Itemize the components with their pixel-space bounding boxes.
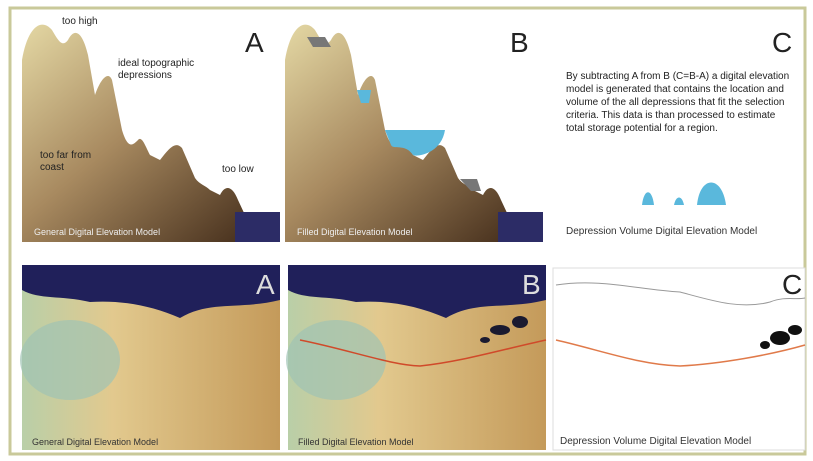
panel-label: A bbox=[256, 270, 275, 300]
map-a bbox=[20, 265, 280, 450]
caption: Filled Digital Elevation Model bbox=[297, 226, 413, 238]
caption: General Digital Elevation Model bbox=[34, 226, 160, 238]
map-b bbox=[286, 265, 546, 450]
annotation: too low bbox=[222, 164, 254, 176]
panel-label: A bbox=[245, 28, 264, 58]
figure: A too high ideal topographic depressions… bbox=[0, 0, 813, 461]
annotation: too far from coast bbox=[40, 150, 95, 174]
caption: Filled Digital Elevation Model bbox=[298, 436, 414, 448]
panel-label: B bbox=[510, 28, 529, 58]
caption: Depression Volume Digital Elevation Mode… bbox=[566, 226, 757, 238]
annotation: too high bbox=[62, 16, 98, 28]
profile-b bbox=[285, 25, 543, 242]
map-c bbox=[553, 268, 805, 450]
annotation: ideal topographic depressions bbox=[118, 58, 233, 82]
depression-shapes bbox=[642, 183, 726, 206]
caption: Depression Volume Digital Elevation Mode… bbox=[560, 436, 751, 448]
panel-label: C bbox=[782, 270, 802, 300]
caption: General Digital Elevation Model bbox=[32, 436, 158, 448]
description: By subtracting A from B (C=B-A) a digita… bbox=[566, 70, 794, 135]
panel-label: B bbox=[522, 270, 541, 300]
panel-label: C bbox=[772, 28, 792, 58]
